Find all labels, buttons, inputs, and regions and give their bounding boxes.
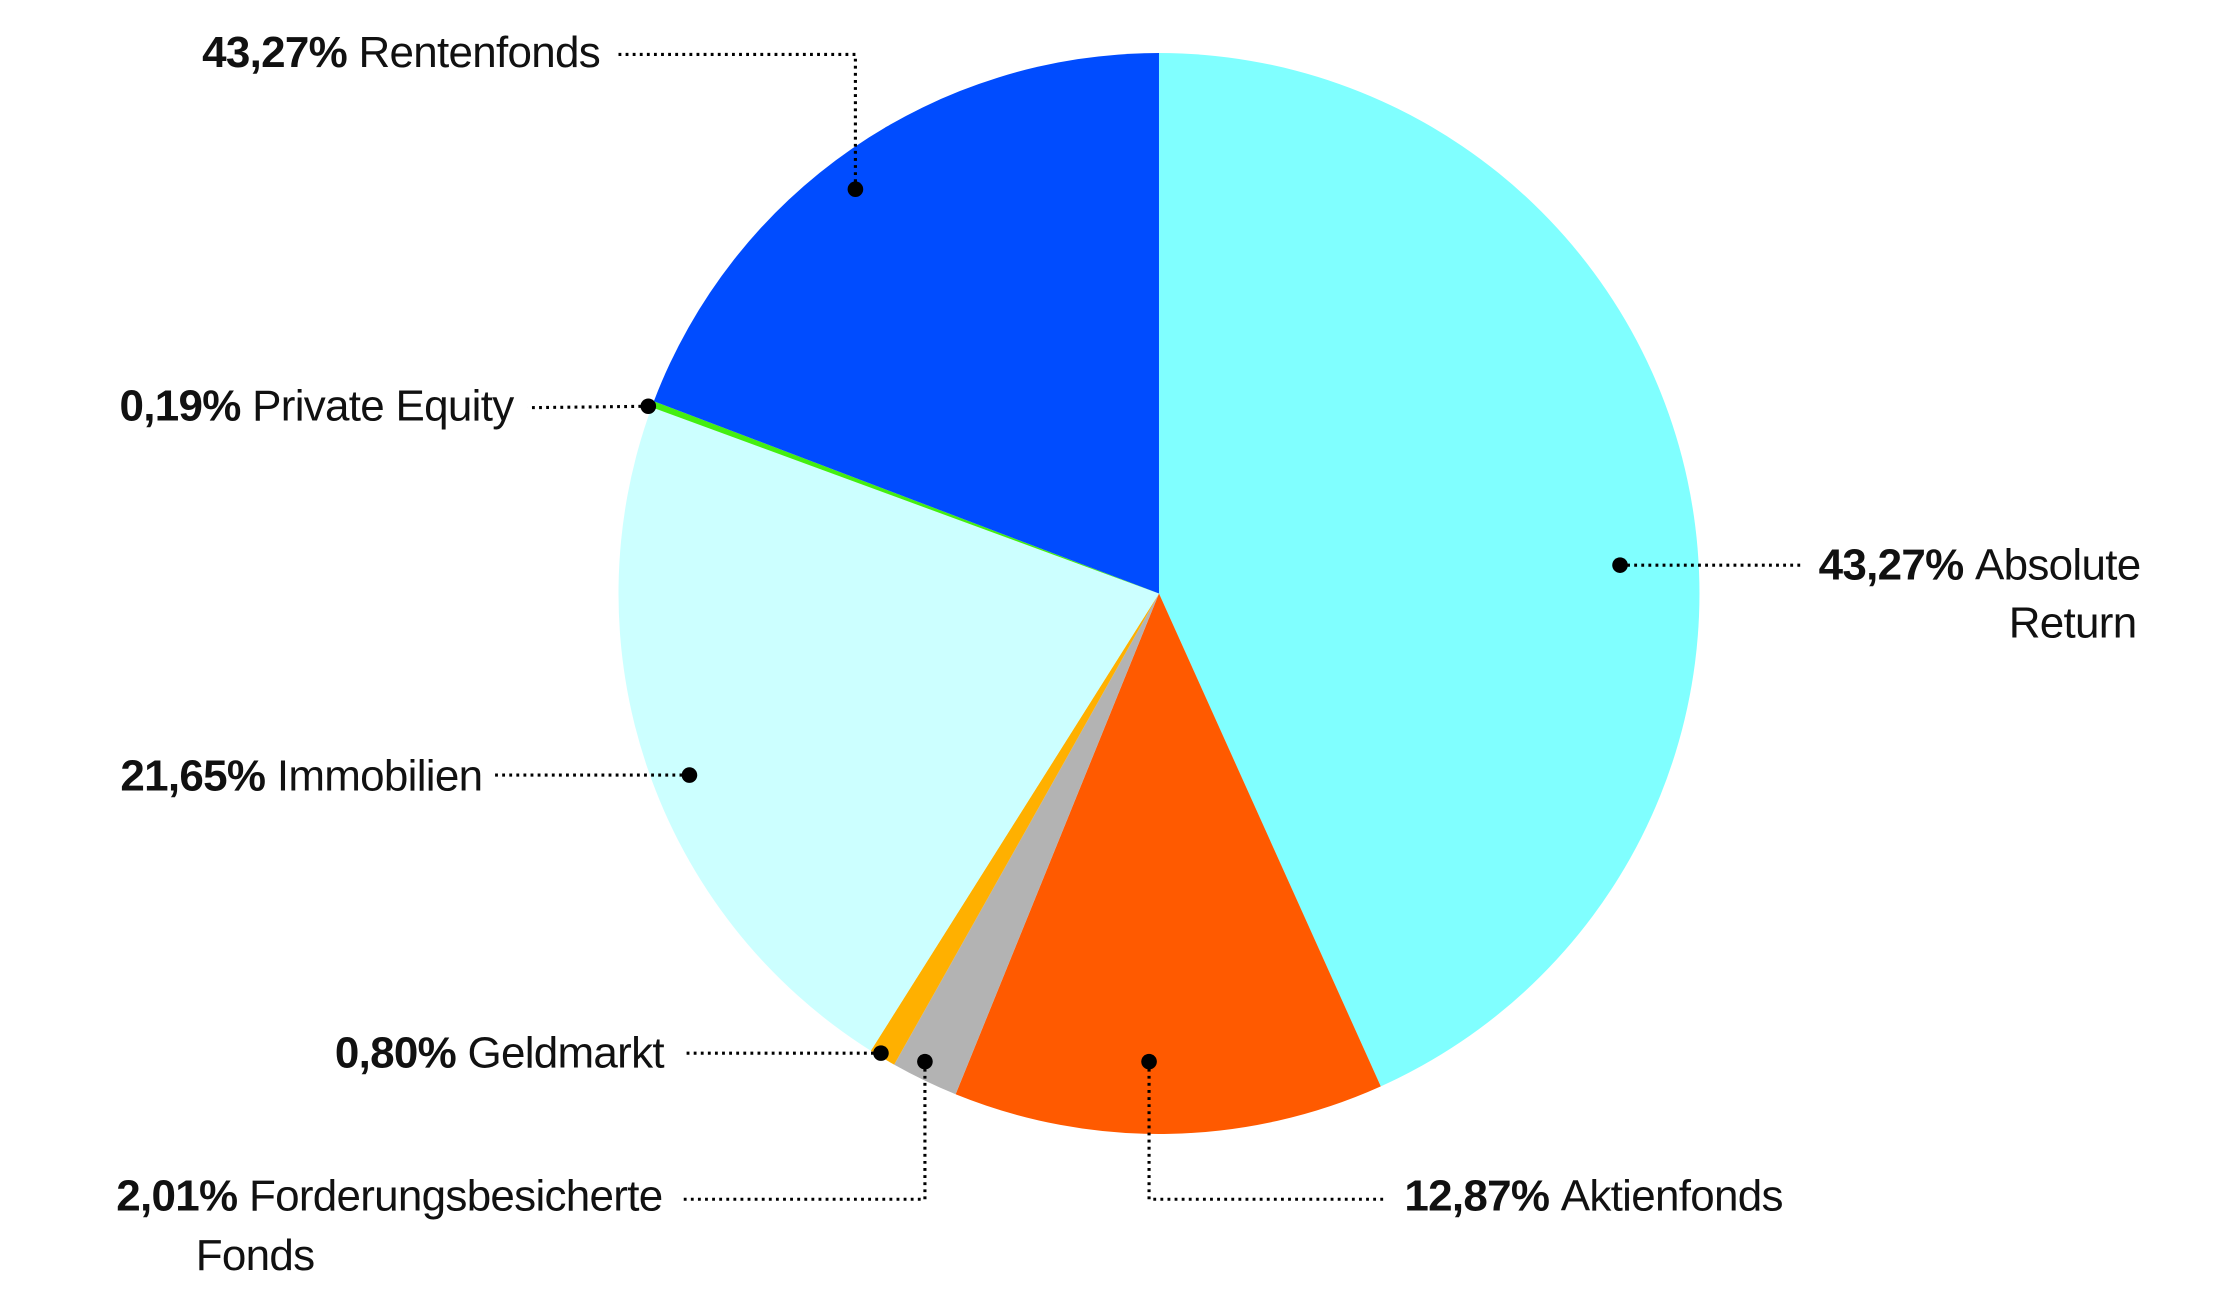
slice-name: Rentenfonds (359, 28, 601, 77)
pie-slices (618, 53, 1700, 1134)
leader-dot (1141, 1053, 1157, 1070)
slice-percent: 43,27% (202, 28, 347, 77)
slice-name: Forderungsbesicherte (249, 1172, 663, 1221)
pie-slice-5 (651, 401, 1159, 594)
leader-dot (681, 767, 698, 783)
pie-slice-2 (894, 593, 1159, 1095)
slice-label-text: 21,65% Immobilien (120, 752, 482, 801)
leader-dot (917, 1053, 933, 1070)
pie-labels: 43,27% Absolute Return 12,87% Aktienfonds 2… (116, 28, 2141, 1280)
leader-dot (847, 181, 864, 198)
slice-name: Absolute (1975, 540, 2140, 589)
leader-dot (1612, 557, 1628, 573)
pie-slice-3 (870, 593, 1159, 1065)
slice-label-1: 12,87% Aktienfonds (1141, 1053, 1783, 1221)
slice-name: Private Equity (252, 381, 514, 430)
slice-label-3: 0,80% Geldmarkt (335, 1028, 889, 1077)
slice-label-4: 21,65% Immobilien (120, 752, 698, 801)
pie-slice-1 (955, 593, 1381, 1134)
slice-label-2: 2,01% Forderungsbesicherte Fonds (116, 1053, 933, 1280)
leader-dot (873, 1045, 889, 1061)
slice-percent: 0,80% (335, 1028, 456, 1077)
slice-name: Aktienfonds (1561, 1172, 1783, 1221)
leader-line (614, 52, 857, 190)
slice-name: Immobilien (277, 752, 483, 801)
slice-percent: 2,01% (116, 1172, 237, 1221)
slice-label-5: 0,19% Private Equity (120, 381, 657, 430)
leader-dot (640, 398, 657, 415)
slice-percent: 0,19% (120, 381, 241, 430)
pie-slice-6 (653, 53, 1159, 594)
slice-name: Geldmarkt (467, 1028, 664, 1077)
slice-label-6: 43,27% Rentenfonds (202, 28, 864, 198)
leader-line (683, 1061, 927, 1201)
slice-percent: 43,27% (1819, 540, 1964, 589)
pie-slice-0 (1158, 53, 1700, 1087)
slice-label-0: 43,27% Absolute Return (1612, 540, 2141, 647)
leader-line (527, 404, 649, 410)
pie-slice-4 (618, 407, 1159, 1051)
slice-label-text: 2,01% Forderungsbesicherte (116, 1172, 662, 1221)
slice-label-text: 43,27% Absolute (1819, 540, 2141, 589)
slice-label-text: 12,87% Aktienfonds (1404, 1172, 1782, 1221)
slice-percent: 12,87% (1404, 1172, 1549, 1221)
leader-line (1147, 1061, 1388, 1201)
slice-percent: 21,65% (120, 752, 265, 801)
slice-label-text: 0,80% Geldmarkt (335, 1028, 665, 1077)
slice-label-text: 43,27% Rentenfonds (202, 28, 600, 77)
slice-name-line-2: Fonds (196, 1231, 315, 1280)
slice-name-line-2: Return (2009, 598, 2137, 647)
slice-label-text: 0,19% Private Equity (120, 381, 515, 430)
